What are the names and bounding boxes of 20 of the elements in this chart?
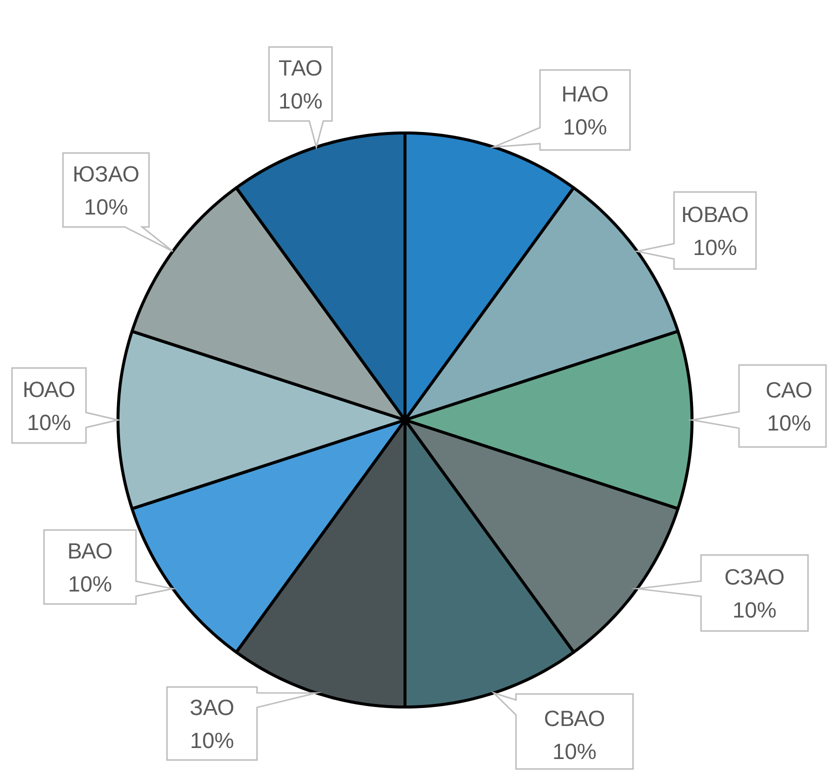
data-label: 10% [768, 415, 810, 431]
slice-label: ТАО [279, 60, 322, 76]
slice-label: ЮЗАО [74, 166, 138, 182]
slice-label: ЮАО [24, 382, 74, 398]
slice-label: СЗАО [726, 569, 784, 585]
data-label: 10% [86, 199, 128, 215]
data-label: 10% [70, 576, 112, 592]
slice-label: САО [766, 382, 812, 398]
data-label: 10% [192, 732, 234, 748]
data-label: 10% [280, 93, 322, 109]
data-label: 10% [28, 414, 70, 430]
slice-label: СВАО [545, 710, 604, 726]
slice-label: ВАО [69, 543, 112, 559]
slice-label: НАО [563, 86, 608, 102]
slice-label: ЗАО [190, 700, 234, 716]
data-label: 10% [734, 602, 776, 618]
data-label: 10% [564, 119, 606, 135]
slice-label: ЮВАО [683, 206, 748, 222]
data-label: 10% [694, 240, 736, 256]
data-label: 10% [554, 744, 596, 760]
